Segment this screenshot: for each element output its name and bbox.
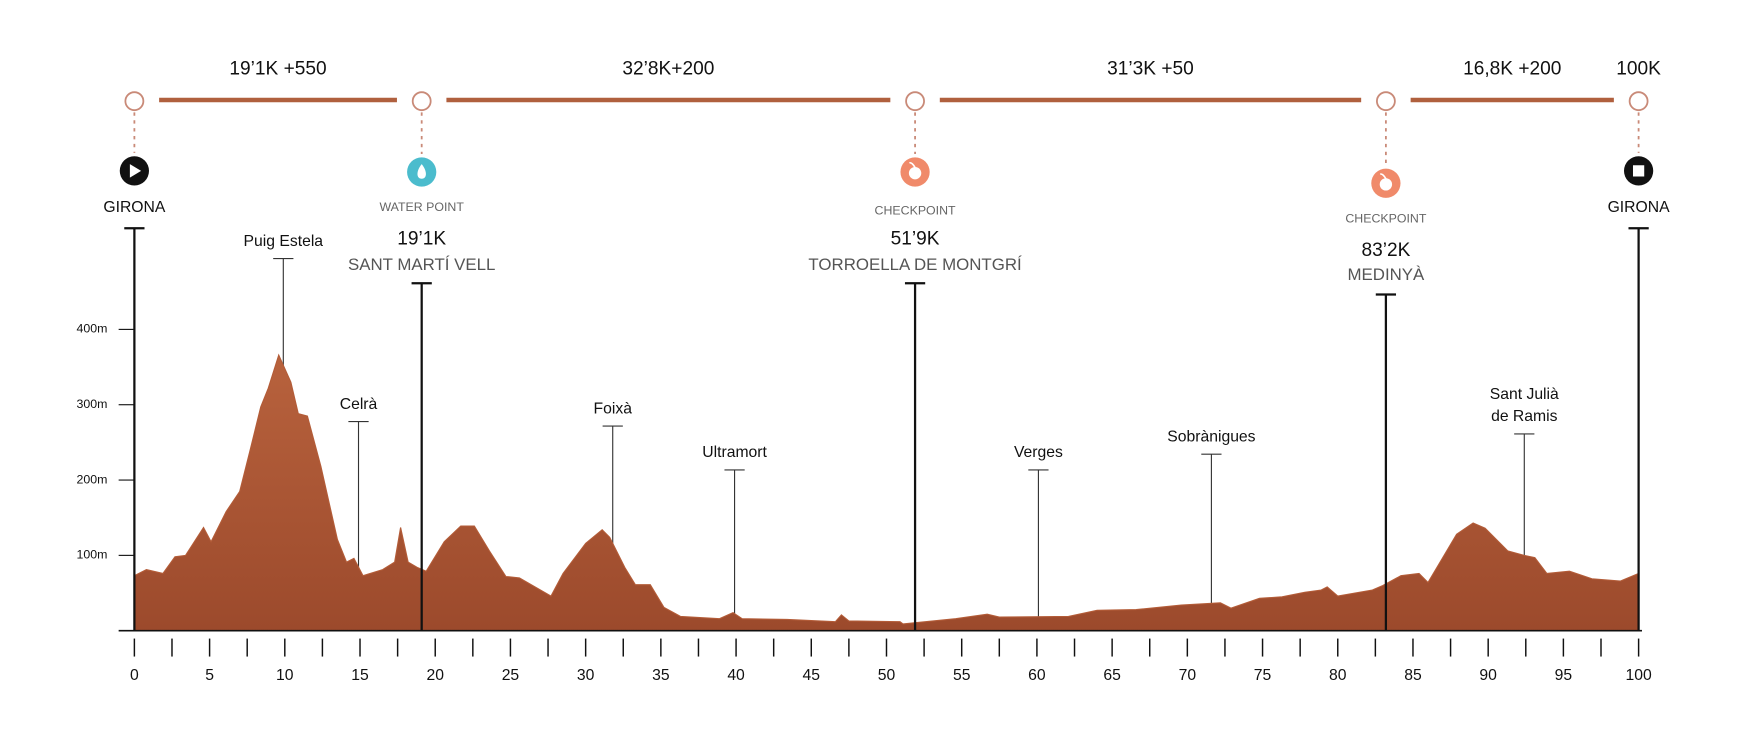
segment-label: 19’1K +550 [229, 59, 326, 80]
place-label: Puig Estela [244, 233, 324, 250]
place-label: de Ramis [1491, 408, 1558, 425]
station-distance: 51’9K [891, 229, 940, 250]
x-tick-label: 100 [1625, 667, 1651, 684]
station-distance: 83’2K [1361, 240, 1410, 261]
x-tick-label: 35 [652, 667, 670, 684]
x-tick-label: 50 [878, 667, 896, 684]
x-tick-label: 55 [953, 667, 971, 684]
finish-icon [1632, 165, 1645, 177]
x-tick-label: 95 [1555, 667, 1573, 684]
segment-label: 16,8K +200 [1463, 59, 1561, 80]
start-icon [129, 164, 142, 178]
station-distance: 19’1K [397, 229, 446, 250]
station-marker [1376, 91, 1396, 112]
station-type: WATER POINT [379, 200, 464, 214]
station-name: MEDINYÀ [1347, 265, 1425, 284]
checkpoint-icon [1379, 178, 1393, 191]
segment-label: 31’3K +50 [1107, 59, 1194, 80]
x-tick-label: 10 [276, 667, 294, 684]
x-tick-label: 30 [577, 667, 595, 684]
station-marker [1628, 91, 1649, 112]
segment-label: 32’8K+200 [622, 59, 714, 80]
x-tick-label: 15 [351, 667, 369, 684]
x-tick-label: 0 [130, 667, 139, 684]
place-label: Ultramort [702, 444, 767, 461]
y-tick-label: 400m [76, 322, 107, 336]
x-tick-label: 75 [1254, 667, 1272, 684]
place-label: Verges [1014, 444, 1063, 461]
station-name: TORROELLA DE MONTGRÍ [808, 255, 1022, 274]
water-icon [417, 164, 426, 179]
station-marker [411, 91, 432, 112]
station-marker [124, 91, 145, 112]
station-name: GIRONA [1608, 199, 1671, 216]
total-distance: 100K [1616, 59, 1661, 80]
station-type: CHECKPOINT [1345, 211, 1426, 225]
x-tick-label: 65 [1103, 667, 1121, 684]
checkpoint-leaf [909, 161, 916, 168]
x-tick-label: 25 [502, 667, 520, 684]
station-name: GIRONA [103, 199, 166, 216]
x-tick-label: 40 [727, 667, 745, 684]
place-label: Sant Julià [1490, 386, 1559, 403]
x-tick-label: 80 [1329, 667, 1347, 684]
place-label: Sobrànigues [1167, 428, 1255, 445]
x-tick-label: 90 [1479, 667, 1497, 684]
place-label: Celrà [340, 396, 378, 413]
station-name: SANT MARTÍ VELL [348, 255, 495, 274]
y-tick-label: 100m [76, 548, 107, 562]
x-tick-label: 5 [205, 667, 214, 684]
x-tick-label: 20 [426, 667, 444, 684]
x-tick-label: 60 [1028, 667, 1046, 684]
station-type: CHECKPOINT [875, 204, 956, 218]
x-tick-label: 85 [1404, 667, 1422, 684]
checkpoint-leaf [1379, 173, 1387, 180]
elevation-area [133, 353, 1640, 632]
place-label: Foixà [594, 400, 633, 417]
y-tick-label: 300m [76, 397, 107, 411]
y-tick-label: 200m [76, 472, 107, 486]
station-marker [905, 91, 925, 112]
checkpoint-icon [908, 166, 922, 180]
x-tick-label: 45 [803, 667, 821, 684]
x-tick-label: 70 [1179, 667, 1197, 684]
